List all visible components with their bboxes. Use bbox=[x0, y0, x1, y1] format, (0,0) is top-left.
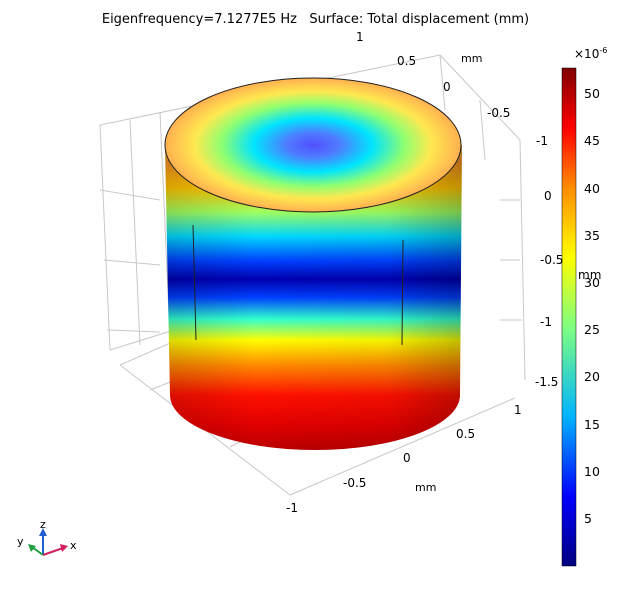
plot-title: Eigenfrequency=7.1277E5 Hz Surface: Tota… bbox=[101, 12, 530, 27]
colorbar-tick: 15 bbox=[584, 417, 600, 432]
triad-z-label: z bbox=[40, 518, 46, 531]
cylinder-edge-line-left bbox=[192, 224, 197, 341]
tick-label: 0.5 bbox=[456, 427, 476, 441]
colorbar-exponent: ×10-6 bbox=[574, 46, 608, 61]
axis-unit-label: mm bbox=[578, 268, 602, 282]
tick-label: -0.5 bbox=[487, 106, 511, 120]
tick-label: 0.5 bbox=[397, 54, 417, 68]
tick-label: -1.5 bbox=[535, 375, 559, 389]
colorbar-tick: 50 bbox=[584, 86, 600, 101]
tick-label: -0.5 bbox=[343, 476, 367, 490]
tick-label: 1 bbox=[514, 403, 522, 417]
colorbar-tick: 25 bbox=[584, 322, 600, 337]
tick-label: -1 bbox=[540, 315, 552, 329]
colorbar-tick: 40 bbox=[584, 181, 600, 196]
triad-x-label: x bbox=[70, 539, 77, 552]
colorbar-tick: 5 bbox=[584, 511, 592, 526]
tick-label: 0 bbox=[403, 451, 411, 465]
axis-unit-label: mm bbox=[461, 52, 483, 65]
tick-label: -1 bbox=[536, 134, 548, 148]
tick-label: -1 bbox=[286, 501, 298, 515]
axis-unit-label: mm bbox=[415, 481, 437, 494]
cylinder-edge-line-right bbox=[401, 239, 404, 346]
tick-label: -0.5 bbox=[540, 253, 564, 267]
tick-label: 1 bbox=[356, 30, 364, 44]
tick-label: 0 bbox=[544, 189, 552, 203]
cylinder-side-shade bbox=[165, 145, 462, 450]
colorbar bbox=[561, 67, 577, 567]
colorbar-tick: 10 bbox=[584, 464, 600, 479]
colorbar-tick: 45 bbox=[584, 133, 600, 148]
colorbar-tick: 35 bbox=[584, 228, 600, 243]
colorbar-tick: 20 bbox=[584, 369, 600, 384]
tick-label: 0 bbox=[443, 80, 451, 94]
triad-y-label: y bbox=[17, 535, 24, 548]
cylinder-top bbox=[164, 77, 462, 213]
colorbar-tick: 30 bbox=[584, 275, 600, 290]
axis-triad bbox=[28, 528, 68, 556]
